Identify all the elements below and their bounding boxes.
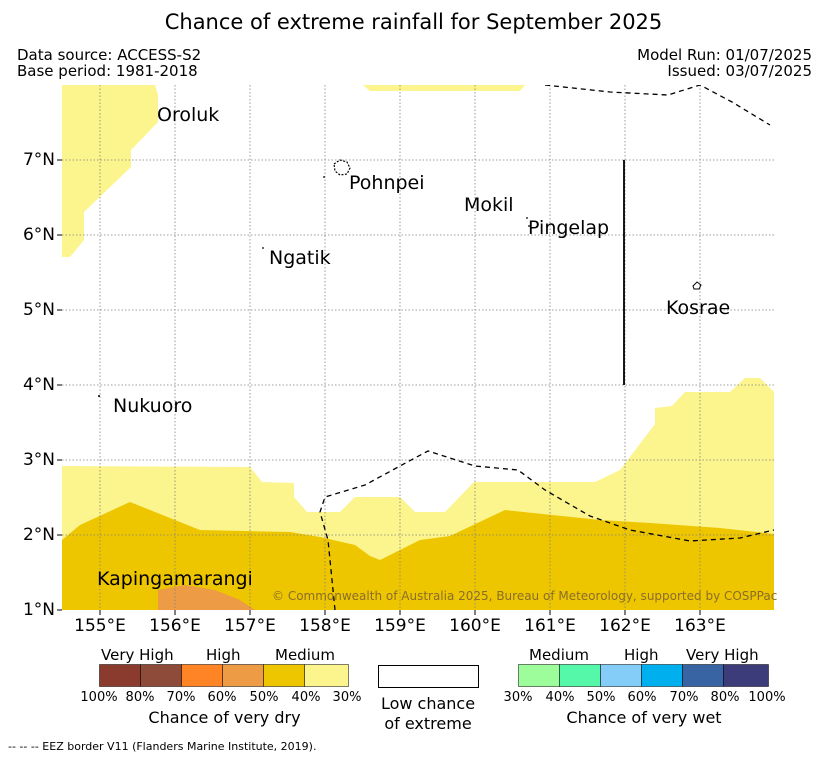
lon-label-160: 160°E bbox=[449, 616, 501, 636]
place-mokil: Mokil bbox=[464, 194, 514, 216]
dry-swatch-40-30 bbox=[304, 664, 349, 687]
dry-tick-60: 60% bbox=[207, 690, 237, 705]
dry-swatch-60-50 bbox=[222, 664, 264, 687]
wet-colorbar bbox=[518, 664, 769, 687]
graticule bbox=[62, 85, 774, 610]
wet-tick-80: 80% bbox=[710, 690, 740, 705]
lon-label-161: 161°E bbox=[524, 616, 576, 636]
dry-tick-30: 30% bbox=[332, 690, 362, 705]
meta-right: Model Run: 01/07/2025 Issued: 03/07/2025 bbox=[637, 47, 812, 79]
dry-header-high: High bbox=[206, 646, 241, 664]
lat-label-7: 7°N bbox=[22, 150, 55, 170]
kapingamarangi-high-dry-region bbox=[158, 585, 255, 610]
wet-tick-40: 40% bbox=[545, 690, 575, 705]
wet-swatch-80-100 bbox=[723, 664, 769, 687]
low-chance-caption-line2: of extreme bbox=[384, 714, 472, 733]
wet-tick-100: 100% bbox=[748, 690, 786, 705]
dry-colorbar bbox=[99, 664, 349, 687]
pohnpei-island-outline bbox=[333, 159, 351, 176]
ngatik-island-dot bbox=[262, 247, 264, 249]
base-period: Base period: 1981-2018 bbox=[17, 62, 198, 80]
eez-border-note: -- -- -- EEZ border V11 (Flanders Marine… bbox=[8, 740, 317, 753]
low-chance-caption: Low chance of extreme bbox=[368, 694, 488, 734]
dry-tick-50: 50% bbox=[249, 690, 279, 705]
lat-label-4: 4°N bbox=[22, 375, 55, 395]
lon-label-157: 157°E bbox=[224, 616, 276, 636]
pohnpei-outlier-dot bbox=[323, 176, 325, 178]
dry-tick-40: 40% bbox=[291, 690, 321, 705]
issued-date: Issued: 03/07/2025 bbox=[667, 62, 812, 80]
dry-header-medium: Medium bbox=[275, 646, 335, 664]
eez-border-north bbox=[544, 85, 771, 126]
oroluk-medium-dry-region bbox=[62, 85, 158, 257]
lon-label-158: 158°E bbox=[299, 616, 351, 636]
place-pingelap: Pingelap bbox=[528, 217, 610, 239]
wet-header-high: High bbox=[624, 646, 659, 664]
kosrae-island-outline bbox=[692, 281, 702, 290]
south-40-50-dry-band bbox=[62, 502, 774, 610]
wet-tick-70: 70% bbox=[669, 690, 699, 705]
pingelap-island-dot bbox=[528, 225, 530, 227]
axis-ticks bbox=[57, 159, 701, 615]
low-chance-swatch bbox=[378, 665, 479, 688]
eez-border-south bbox=[319, 450, 774, 610]
place-pohnpei: Pohnpei bbox=[349, 172, 425, 194]
dry-swatch-50-40 bbox=[263, 664, 305, 687]
wet-caption: Chance of very wet bbox=[566, 708, 722, 727]
lon-label-159: 159°E bbox=[374, 616, 426, 636]
nukuoro-island-dot bbox=[98, 395, 100, 397]
dry-swatch-70-60 bbox=[181, 664, 223, 687]
data-source: Data source: ACCESS-S2 bbox=[17, 46, 202, 64]
wet-header-medium: Medium bbox=[529, 646, 589, 664]
copyright-notice: © Commonwealth of Australia 2025, Bureau… bbox=[272, 589, 778, 603]
dry-tick-100: 100% bbox=[80, 690, 118, 705]
mokil-island-dot bbox=[526, 217, 528, 219]
lon-label-156: 156°E bbox=[149, 616, 201, 636]
dry-caption: Chance of very dry bbox=[148, 708, 301, 727]
low-chance-caption-line1: Low chance bbox=[380, 694, 476, 713]
place-oroluk: Oroluk bbox=[157, 104, 220, 126]
meta-left: Data source: ACCESS-S2 Base period: 1981… bbox=[17, 47, 201, 79]
probability-shading bbox=[62, 85, 774, 610]
top-medium-dry-strip bbox=[363, 85, 525, 91]
lon-label-162: 162°E bbox=[599, 616, 651, 636]
wet-header-very-high: Very High bbox=[686, 646, 759, 664]
lat-label-1: 1°N bbox=[22, 600, 55, 620]
wet-swatch-50-60 bbox=[600, 664, 642, 687]
lon-label-163: 163°E bbox=[674, 616, 726, 636]
wet-swatch-60-70 bbox=[641, 664, 683, 687]
dry-header-very-high: Very High bbox=[101, 646, 174, 664]
lat-label-6: 6°N bbox=[22, 225, 55, 245]
lon-label-155: 155°E bbox=[74, 616, 126, 636]
lat-label-3: 3°N bbox=[22, 450, 55, 470]
dry-tick-70: 70% bbox=[166, 690, 196, 705]
wet-swatch-30-40 bbox=[518, 664, 560, 687]
lat-label-5: 5°N bbox=[22, 300, 55, 320]
map-canvas bbox=[57, 85, 774, 615]
place-kosrae: Kosrae bbox=[666, 297, 731, 319]
dry-tick-80: 80% bbox=[125, 690, 155, 705]
dry-swatch-100-80 bbox=[99, 664, 141, 687]
wet-tick-30: 30% bbox=[503, 690, 533, 705]
place-nukuoro: Nukuoro bbox=[113, 395, 193, 417]
model-run: Model Run: 01/07/2025 bbox=[637, 46, 812, 64]
place-kapingamarangi: Kapingamarangi bbox=[97, 568, 253, 590]
dry-swatch-80-70 bbox=[140, 664, 182, 687]
map-title: Chance of extreme rainfall for September… bbox=[164, 10, 663, 34]
wet-tick-60: 60% bbox=[627, 690, 657, 705]
wet-swatch-70-80 bbox=[682, 664, 724, 687]
place-ngatik: Ngatik bbox=[269, 247, 331, 269]
eez-borders bbox=[319, 85, 774, 610]
lat-label-2: 2°N bbox=[22, 525, 55, 545]
wet-tick-50: 50% bbox=[586, 690, 616, 705]
wet-swatch-40-50 bbox=[559, 664, 601, 687]
